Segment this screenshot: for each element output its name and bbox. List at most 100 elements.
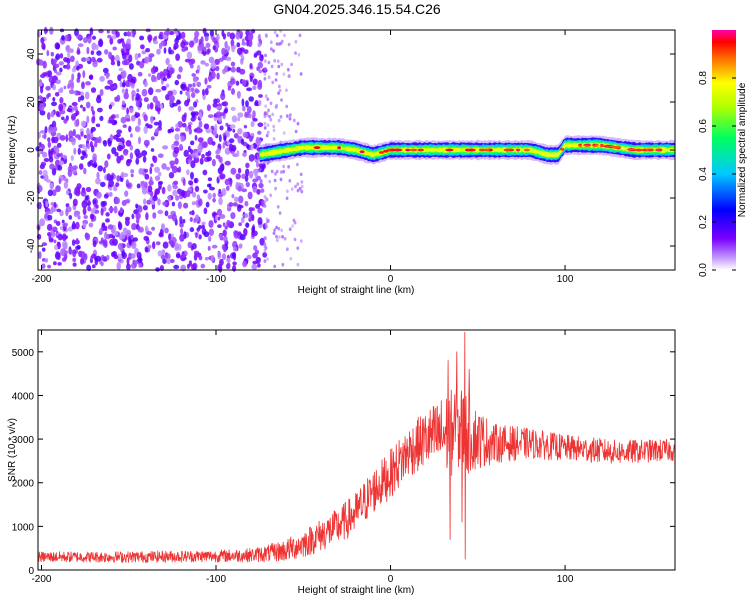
noise-cell (219, 173, 226, 180)
noise-cell (119, 207, 123, 214)
noise-cell (263, 126, 267, 130)
noise-cell (191, 243, 197, 250)
noise-cell (217, 224, 222, 229)
noise-cell (287, 42, 291, 47)
noise-cell (39, 164, 45, 170)
noise-cell (257, 122, 264, 127)
noise-cell (143, 114, 148, 122)
y-tick-label: 4000 (12, 391, 35, 402)
noise-cell (86, 46, 90, 55)
noise-cell (191, 73, 196, 77)
noise-cell (252, 85, 257, 90)
noise-cell (227, 85, 232, 91)
noise-cell (277, 226, 281, 231)
noise-cell (52, 84, 56, 91)
noise-cell (263, 200, 267, 204)
noise-cell (125, 159, 131, 167)
noise-cell (84, 232, 89, 239)
noise-cell (278, 211, 282, 215)
noise-cell (266, 123, 270, 127)
noise-cell (273, 178, 277, 183)
noise-cell (130, 169, 135, 174)
noise-cell (163, 30, 170, 36)
noise-cell (160, 254, 166, 260)
noise-cell (81, 144, 86, 150)
noise-cell (197, 147, 203, 153)
noise-cell (58, 61, 64, 66)
noise-cell (61, 219, 65, 224)
noise-cell (156, 48, 161, 55)
noise-cell (48, 75, 55, 83)
noise-cell (99, 89, 104, 96)
noise-cell (175, 123, 179, 128)
noise-cell (245, 168, 250, 177)
noise-cell (247, 191, 253, 200)
noise-cell (108, 207, 115, 212)
noise-cell (227, 67, 232, 71)
noise-cell (258, 182, 264, 189)
noise-cell (285, 104, 289, 109)
noise-cell (167, 90, 173, 97)
noise-cell (53, 261, 57, 266)
noise-cell (146, 199, 151, 205)
noise-cell (220, 92, 226, 101)
noise-cell (258, 167, 262, 173)
noise-cell (143, 125, 148, 134)
noise-cell (208, 235, 212, 242)
noise-cell (56, 142, 62, 148)
noise-cell (278, 88, 282, 93)
noise-cell (212, 198, 216, 203)
noise-cell (272, 137, 276, 141)
y-tick-label: 5000 (12, 348, 35, 359)
noise-cell (101, 222, 106, 227)
noise-cell (56, 208, 62, 213)
noise-cell (81, 81, 85, 90)
snr-y-ticks: 0 1000 2000 3000 4000 5000 (12, 348, 675, 577)
noise-cell (300, 184, 304, 189)
band-hotspot (478, 148, 486, 152)
noise-cell (48, 233, 52, 241)
noise-cell (206, 104, 211, 112)
noise-cell (52, 136, 59, 144)
noise-cell (296, 246, 300, 250)
noise-cell (57, 234, 63, 241)
noise-cell (252, 252, 258, 259)
noise-cell (286, 67, 290, 72)
noise-cell (248, 96, 254, 102)
noise-cell (274, 172, 277, 176)
noise-cell (117, 38, 123, 44)
noise-cell (73, 210, 79, 218)
noise-cell (214, 124, 218, 132)
noise-cell (277, 118, 281, 123)
noise-cell (138, 136, 141, 145)
noise-cell (70, 137, 76, 142)
noise-cell (235, 80, 240, 86)
noise-cell (51, 232, 56, 238)
noise-cell (240, 57, 244, 65)
noise-cell (76, 34, 83, 40)
noise-cell (228, 138, 235, 144)
noise-cell (158, 186, 162, 190)
y-tick-label: 0 (26, 147, 37, 153)
noise-cell (279, 177, 283, 182)
noise-cell (222, 101, 229, 107)
noise-cell (298, 33, 302, 38)
noise-cell (251, 263, 258, 270)
noise-cell (76, 110, 80, 115)
noise-cell (294, 51, 297, 55)
noise-cell (141, 88, 148, 97)
noise-cell (202, 88, 205, 96)
noise-cell (226, 219, 231, 228)
noise-cell (216, 105, 223, 110)
noise-cell (212, 45, 216, 50)
noise-cell (168, 46, 172, 55)
noise-cell (107, 34, 112, 39)
noise-cell (126, 31, 131, 37)
noise-cell (296, 182, 300, 186)
noise-cell (80, 104, 83, 109)
noise-cell (106, 153, 111, 160)
noise-cell (207, 177, 213, 182)
noise-cell (216, 148, 221, 155)
noise-cell (104, 85, 111, 90)
noise-cell (243, 213, 249, 219)
